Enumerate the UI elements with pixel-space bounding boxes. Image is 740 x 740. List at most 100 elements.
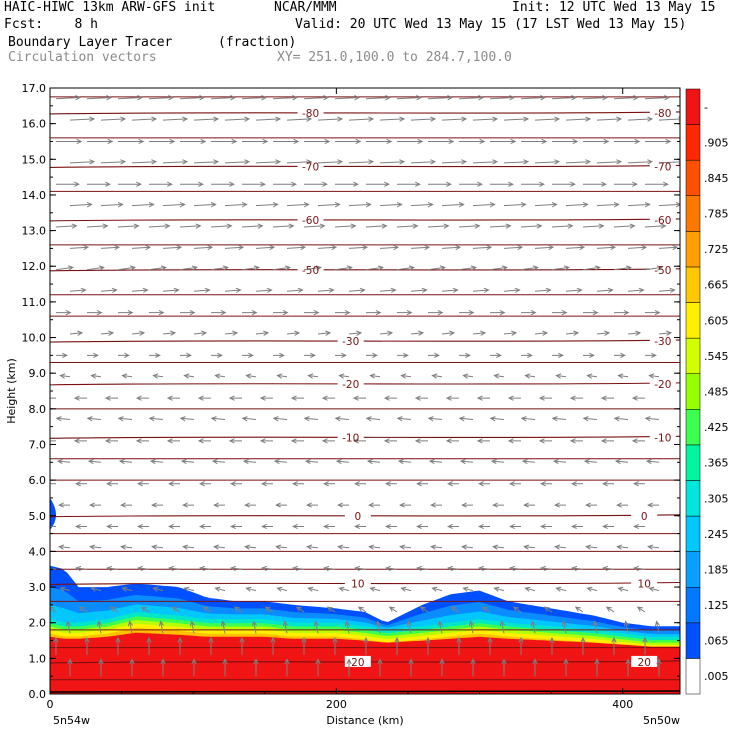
wind-vector: [87, 458, 102, 465]
wind-vector: [478, 481, 490, 487]
wind-vector: [251, 620, 257, 634]
wind-vector: [183, 586, 195, 592]
contour-line: [50, 532, 680, 535]
wind-vector: [447, 481, 459, 487]
plot-content: [50, 95, 680, 694]
wind-vector: [261, 565, 274, 572]
contour-label: -30: [342, 336, 359, 348]
wind-vector: [534, 287, 552, 293]
contour-label: -70: [302, 161, 319, 173]
contour-line: [50, 600, 680, 603]
wind-vector: [569, 395, 583, 401]
wind-vector: [272, 416, 288, 422]
wind-vector: [58, 544, 71, 550]
wind-vector: [137, 523, 149, 530]
wind-vector: [303, 95, 330, 101]
wind-vector: [286, 330, 301, 336]
wind-vector: [224, 330, 239, 336]
wind-vector: [431, 586, 443, 592]
wind-vector: [286, 159, 313, 165]
wind-vector: [211, 309, 227, 316]
wind-vector: [399, 544, 412, 550]
wind-vector: [489, 223, 512, 229]
wind-vector: [292, 565, 305, 572]
contour-line: [50, 315, 680, 318]
wind-vector: [555, 373, 567, 379]
wind-vector: [445, 438, 459, 444]
wind-vector: [273, 309, 289, 316]
wind-vector: [428, 352, 440, 358]
wind-vector: [270, 636, 276, 655]
wind-vector: [472, 116, 499, 122]
wind-vector: [303, 223, 326, 229]
wind-vector: [166, 438, 180, 444]
colorbar-swatch: [685, 124, 701, 161]
wind-vector: [490, 352, 502, 358]
wind-vector: [551, 95, 578, 101]
wind-vector: [554, 544, 567, 550]
wind-vector: [458, 265, 477, 271]
wind-vector: [75, 565, 88, 572]
colorbar-swatch: [685, 515, 701, 552]
contour-label-mask: [631, 509, 658, 521]
wind-vector: [276, 586, 288, 592]
wind-vector: [50, 397, 56, 399]
contour-line: [50, 243, 680, 246]
wind-vector: [180, 458, 195, 465]
wind-vector: [149, 352, 161, 358]
wind-vector: [131, 287, 149, 293]
wind-vector: [363, 636, 369, 655]
wind-vector: [645, 138, 672, 145]
valid-time: Valid: 20 UTC Wed 13 May 15 (17 LST Wed …: [295, 17, 687, 32]
wind-vector: [583, 458, 598, 465]
wind-vector: [100, 244, 121, 251]
wind-vector: [428, 309, 444, 316]
wind-vector: [334, 95, 361, 101]
wind-vector: [428, 138, 455, 145]
contour-line: [50, 111, 680, 115]
wind-vector: [273, 458, 288, 465]
wind-vector: [106, 523, 118, 530]
wind-vector: [507, 395, 521, 401]
wind-vector: [106, 565, 119, 572]
wind-vector: [613, 416, 629, 422]
wind-vector: [410, 287, 428, 293]
wind-vector: [129, 658, 135, 677]
wind-vector: [427, 416, 443, 422]
wind-vector: [503, 202, 527, 208]
wind-vector: [86, 416, 102, 422]
colorbar-label: .665: [704, 279, 729, 292]
wind-vector: [259, 438, 273, 444]
wind-vector: [86, 95, 113, 101]
wind-vector: [524, 373, 536, 379]
wind-vector: [428, 181, 452, 187]
wind-vector: [348, 159, 375, 165]
wind-vector: [645, 352, 657, 358]
wind-vector: [490, 309, 506, 316]
wind-vector: [56, 138, 83, 145]
wind-vector: [193, 159, 220, 165]
vector-label: Circulation vectors: [8, 50, 157, 65]
wind-vector: [334, 265, 353, 271]
wind-vector: [538, 438, 552, 444]
colorbar-label: .125: [704, 599, 729, 612]
wind-vector: [199, 481, 211, 487]
wind-vector: [332, 636, 338, 655]
wind-vector: [521, 352, 533, 358]
wind-vector: [73, 438, 87, 444]
wind-vector: [98, 658, 104, 677]
wind-vector: [55, 265, 74, 271]
wind-vector: [214, 373, 226, 379]
wind-vector: [534, 116, 561, 122]
wind-vector: [304, 352, 316, 358]
wind-vector: [487, 636, 493, 655]
wind-vector: [366, 181, 390, 187]
wind-vector: [56, 458, 71, 465]
y-tick-label: 0.0: [29, 688, 47, 701]
colorbar-label: .785: [704, 208, 729, 221]
wind-vector: [552, 458, 567, 465]
wind-vector: [633, 523, 645, 530]
wind-vector: [59, 373, 71, 379]
